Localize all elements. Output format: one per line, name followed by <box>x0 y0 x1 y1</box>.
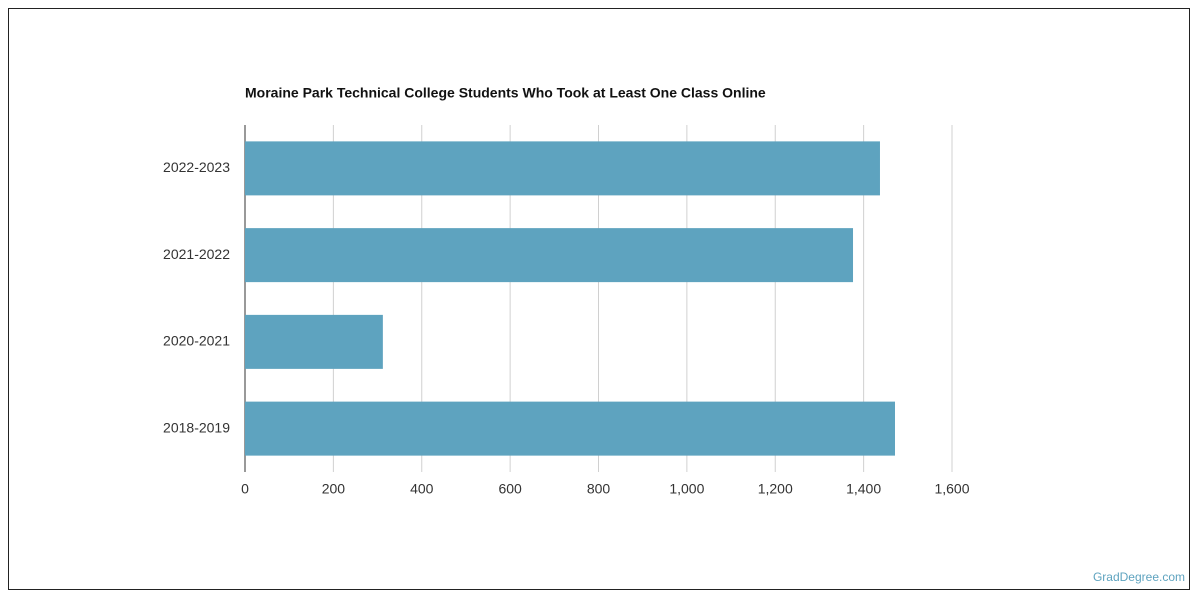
x-tick-label: 1,600 <box>934 481 969 497</box>
x-tick-label: 800 <box>587 481 611 497</box>
x-tick-label: 1,000 <box>669 481 704 497</box>
x-tick-label: 1,200 <box>758 481 793 497</box>
chart-title: Moraine Park Technical College Students … <box>245 85 766 101</box>
watermark[interactable]: GradDegree.com <box>1093 570 1185 584</box>
x-tick-label: 400 <box>410 481 434 497</box>
bar <box>245 228 854 283</box>
y-tick-label: 2021-2022 <box>163 246 230 262</box>
y-tick-label: 2018-2019 <box>163 419 230 435</box>
x-tick-label: 600 <box>498 481 522 497</box>
bar <box>245 314 383 369</box>
x-tick-label: 1,400 <box>846 481 881 497</box>
x-tick-label: 0 <box>241 481 249 497</box>
y-tick-label: 2020-2021 <box>163 333 230 349</box>
x-tick-label: 200 <box>322 481 346 497</box>
y-tick-label: 2022-2023 <box>163 159 230 175</box>
frame <box>8 8 1190 590</box>
bar <box>245 141 880 196</box>
bar <box>245 401 895 456</box>
